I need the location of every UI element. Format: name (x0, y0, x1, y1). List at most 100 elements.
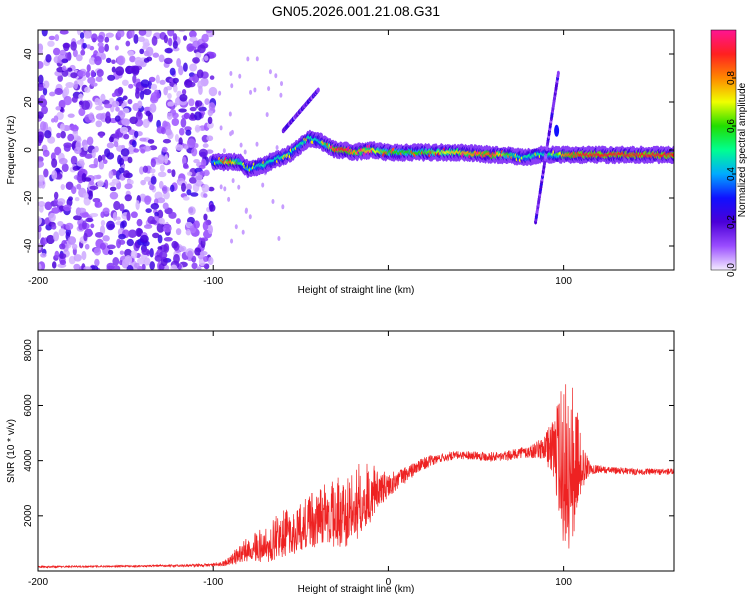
noise-speckle (184, 145, 189, 150)
noise-speckle (162, 185, 168, 194)
noise-speckle (239, 142, 243, 148)
noise-speckle (171, 117, 180, 127)
noise-speckle (195, 100, 203, 107)
noise-speckle (174, 133, 179, 142)
noise-speckle (145, 110, 151, 117)
noise-speckle (150, 175, 157, 185)
noise-speckle (141, 263, 146, 270)
noise-speckle (150, 202, 160, 210)
noise-speckle (142, 88, 152, 96)
noise-speckle (138, 30, 147, 36)
noise-speckle (88, 163, 98, 169)
noise-speckle (86, 64, 91, 72)
noise-speckle (167, 93, 172, 100)
noise-speckle (118, 233, 126, 240)
noise-speckle (40, 252, 47, 258)
noise-speckle (186, 189, 192, 196)
noise-speckle (94, 145, 99, 153)
noise-speckle (99, 132, 104, 138)
noise-speckle (111, 66, 116, 73)
colorbar: 0.0 0.2 0.4 0.6 0.8 Normalized spectral ampl… (710, 29, 748, 277)
noise-speckle (172, 33, 178, 42)
noise-speckle (121, 220, 127, 228)
noise-speckle (41, 105, 48, 115)
noise-speckle (163, 34, 168, 44)
noise-speckle (121, 258, 129, 269)
ridge-point (556, 70, 560, 76)
noise-speckle (53, 115, 59, 123)
noise-speckle (183, 35, 188, 41)
noise-speckle (67, 113, 75, 118)
noise-speckle (57, 221, 64, 227)
noise-speckle (134, 130, 139, 138)
noise-speckle (53, 231, 60, 242)
noise-speckle (59, 49, 66, 56)
noise-speckle (200, 237, 209, 242)
noise-speckle (77, 207, 87, 213)
noise-speckle (133, 148, 140, 153)
noise-speckle (73, 80, 78, 90)
noise-speckle (152, 52, 160, 58)
noise-speckle (90, 82, 98, 87)
noise-speckle (38, 225, 42, 233)
noise-speckle (279, 92, 283, 98)
noise-speckle (51, 261, 57, 269)
noise-speckle (180, 117, 187, 128)
noise-speckle (95, 120, 103, 128)
noise-speckle (105, 57, 112, 63)
noise-speckle (113, 200, 121, 211)
noise-speckle (163, 243, 170, 253)
noise-speckle (73, 263, 81, 270)
noise-speckle (54, 34, 60, 42)
noise-speckle (122, 95, 128, 101)
noise-speckle (84, 177, 92, 182)
noise-speckle (115, 106, 120, 112)
noise-speckle (89, 185, 99, 190)
noise-speckle (165, 128, 173, 136)
noise-speckle (185, 221, 193, 227)
noise-speckle (71, 186, 77, 195)
noise-speckle (188, 30, 197, 38)
noise-speckle (65, 222, 74, 231)
noise-speckle (70, 72, 78, 79)
noise-speckle (208, 186, 215, 192)
noise-speckle (179, 245, 187, 252)
noise-speckle (63, 144, 71, 152)
noise-speckle (207, 256, 214, 266)
noise-speckle (85, 217, 94, 223)
noise-speckle (149, 247, 154, 258)
noise-speckle (138, 36, 145, 43)
noise-speckle (41, 30, 48, 37)
noise-speckle (57, 74, 64, 82)
spectrogram-ytick-label: 0 (23, 147, 34, 153)
noise-speckle (121, 79, 129, 86)
noise-speckle (54, 146, 62, 156)
noise-speckle (81, 250, 87, 261)
noise-speckle (119, 126, 129, 134)
snr-xtick-label: 100 (555, 577, 572, 588)
noise-speckle (39, 98, 48, 108)
noise-speckle (76, 183, 82, 190)
noise-speckle (196, 266, 202, 270)
noise-speckle (38, 180, 44, 189)
noise-speckle (156, 119, 161, 129)
noise-speckle (176, 58, 182, 68)
noise-speckle (86, 136, 94, 146)
noise-speckle (178, 30, 186, 33)
noise-speckle (149, 261, 155, 270)
noise-speckle (172, 40, 178, 49)
noise-speckle (73, 254, 82, 262)
noise-speckle (207, 121, 214, 129)
noise-speckle (126, 211, 131, 222)
noise-speckle (129, 55, 136, 63)
noise-speckle (222, 148, 226, 154)
noise-speckle (141, 248, 151, 256)
noise-speckle (189, 106, 197, 112)
noise-speckle (131, 140, 137, 148)
noise-speckle (106, 244, 116, 250)
snr-xtick-label: 0 (386, 577, 392, 588)
noise-speckle (108, 249, 114, 255)
noise-speckle (275, 145, 279, 151)
noise-speckle (88, 112, 95, 121)
noise-speckle (78, 93, 84, 100)
